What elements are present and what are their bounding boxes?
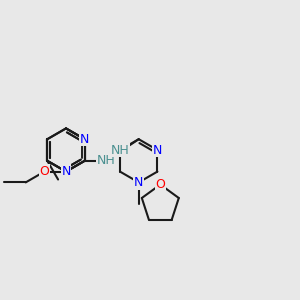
Text: NH: NH [111, 143, 129, 157]
Text: O: O [40, 165, 49, 178]
Text: N: N [134, 176, 143, 189]
Text: O: O [155, 178, 165, 191]
Text: N: N [80, 133, 89, 146]
Text: N: N [61, 165, 71, 178]
Text: NH: NH [97, 154, 116, 167]
Text: N: N [153, 143, 162, 157]
